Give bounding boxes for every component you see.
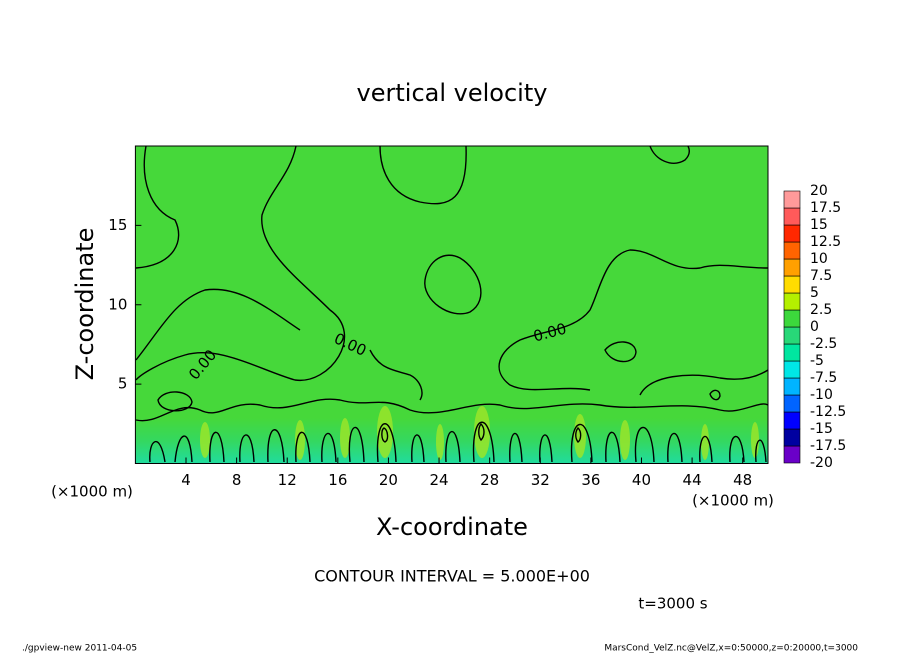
y-unit-label: (×1000 m) [692, 492, 774, 510]
colorbar-box [783, 241, 801, 260]
colorbar-label: 10 [810, 251, 828, 267]
colorbar-label: 17.5 [810, 200, 841, 216]
colorbar-label: 5 [810, 285, 819, 301]
updraft-streaks [200, 406, 759, 460]
colorbar-label: -12.5 [810, 404, 846, 420]
colorbar-box [783, 394, 801, 413]
colorbar-box [783, 343, 801, 362]
colorbar-box [783, 445, 801, 464]
colorbar-label: 12.5 [810, 234, 841, 250]
x-tick-label: 8 [232, 471, 242, 489]
colorbar-label: 7.5 [810, 268, 832, 284]
x-unit-label: (×1000 m) [51, 483, 133, 501]
x-tick-label: 4 [181, 471, 191, 489]
y-tick-label: 15 [108, 216, 127, 234]
colorbar-label: 2.5 [810, 302, 832, 318]
colorbar-label: -10 [810, 387, 833, 403]
contour-lines [135, 146, 768, 463]
colorbar-box [783, 377, 801, 396]
colorbar-label: -15 [810, 421, 833, 437]
contour-field [135, 146, 768, 464]
x-tick-label: 28 [480, 471, 499, 489]
colorbar-box [783, 190, 801, 209]
colorbar-box [783, 411, 801, 430]
colorbar-box [783, 428, 801, 447]
contour-interval: CONTOUR INTERVAL = 5.000E+00 [314, 567, 590, 586]
chart-title: vertical velocity [357, 79, 548, 107]
y-tick-label: 5 [118, 375, 128, 393]
colorbar-label: -20 [810, 455, 833, 471]
colorbar-label: -7.5 [810, 370, 837, 386]
x-tick-label: 24 [430, 471, 449, 489]
x-tick-label: 20 [379, 471, 398, 489]
colorbar-box [783, 292, 801, 311]
footer-right: MarsCond_VelZ.nc@VelZ,x=0:50000,z=0:2000… [604, 644, 858, 654]
x-axis-label: X-coordinate [376, 513, 528, 541]
y-tick-label: 10 [108, 295, 127, 313]
colorbar-box [783, 224, 801, 243]
x-tick-label: 36 [581, 471, 600, 489]
x-tick-label: 44 [683, 471, 702, 489]
y-axis-label: Z-coordinate [71, 228, 99, 381]
x-tick-label: 16 [328, 471, 347, 489]
footer-left: ./gpview-new 2011-04-05 [22, 644, 137, 654]
colorbar-label: 0 [810, 319, 819, 335]
colorbar-label: 15 [810, 217, 828, 233]
colorbar-label: 20 [810, 183, 828, 199]
colorbar-box [783, 275, 801, 294]
colorbar-label: -17.5 [810, 438, 846, 454]
x-tick-label: 32 [531, 471, 550, 489]
colorbar-box [783, 309, 801, 328]
colorbar-box [783, 258, 801, 277]
x-tick-label: 12 [278, 471, 297, 489]
colorbar-box [783, 326, 801, 345]
field-bottom-band [135, 418, 768, 464]
field-background [135, 146, 768, 464]
time-label: t=3000 s [638, 595, 707, 613]
colorbar-label: -5 [810, 353, 824, 369]
colorbar-label: -2.5 [810, 336, 837, 352]
x-tick-label: 40 [632, 471, 651, 489]
colorbar-box [783, 360, 801, 379]
colorbar-box [783, 207, 801, 226]
x-tick-label: 48 [733, 471, 752, 489]
